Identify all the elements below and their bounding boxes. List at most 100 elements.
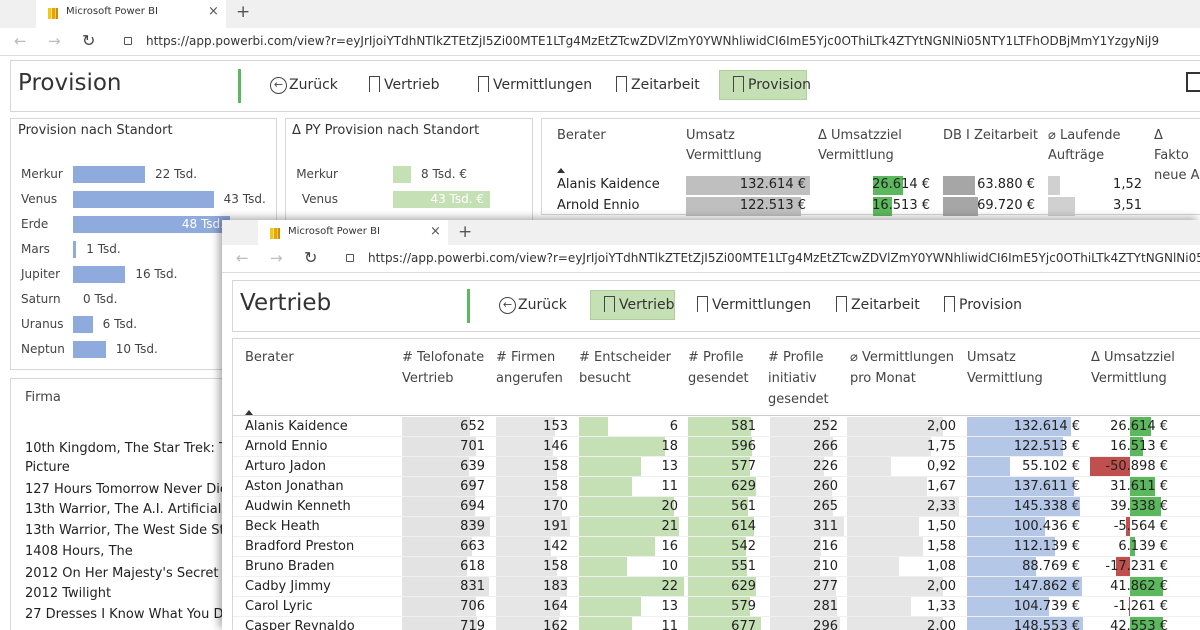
data-bar (847, 477, 928, 496)
reload-button[interactable]: ↻ (304, 248, 318, 267)
bookmark-icon (944, 296, 955, 312)
list-item[interactable]: 127 Hours Tomorrow Never Die (25, 482, 228, 497)
data-bar (402, 477, 476, 496)
cell: 311 (813, 519, 838, 534)
cell: 158 (543, 479, 568, 494)
cell: 55.102 € (1022, 459, 1080, 474)
bar (393, 191, 490, 208)
data-bar (688, 517, 755, 536)
reload-button[interactable]: ↻ (82, 31, 96, 50)
data-bar (770, 417, 830, 436)
forward-button[interactable]: → (48, 32, 61, 50)
url[interactable]: https://app.powerbi.com/view?r=eyJrIjoiY… (368, 251, 1200, 265)
data-bar (847, 517, 920, 536)
cell: Arnold Ennio (245, 439, 328, 454)
data-bar (686, 197, 801, 216)
value-label: 22 Tsd. (154, 167, 198, 181)
row-rule (233, 616, 1200, 617)
cell: 13 (661, 459, 678, 474)
back-icon: ← (499, 297, 516, 314)
column-header: Δ Fakto neue A (1154, 128, 1200, 183)
list-item[interactable]: Picture (25, 460, 70, 475)
cell: Beck Heath (245, 519, 320, 534)
tab-title: Microsoft Power BI (66, 6, 158, 17)
data-bar (1116, 557, 1130, 576)
cell: 69.720 € (977, 198, 1035, 213)
bookmark-icon (697, 296, 708, 312)
nav-button[interactable]: Provision (959, 297, 1023, 313)
cell: 16 (661, 539, 678, 554)
nav-button[interactable]: Vermittlungen (712, 297, 812, 313)
data-bar (688, 577, 756, 596)
nav-button[interactable]: Zeitarbeit (851, 297, 920, 313)
data-bar (402, 597, 477, 616)
cell: 1,58 (927, 539, 956, 554)
row-rule (233, 576, 1200, 577)
panel-title: Δ PY Provision nach Standort (292, 123, 480, 138)
column-header: Δ Umsatzziel Vermittlung (1091, 350, 1175, 386)
data-bar (967, 557, 1037, 576)
bar (73, 341, 106, 358)
data-bar (1130, 577, 1163, 596)
cell: 158 (543, 559, 568, 574)
list-item[interactable]: 27 Dresses I Know What You Di (25, 607, 228, 622)
url[interactable]: https://app.powerbi.com/view?r=eyJrIjoiY… (146, 34, 1160, 48)
nav-button[interactable]: Vertrieb (619, 297, 675, 313)
data-bar (1130, 477, 1155, 496)
data-bar (967, 537, 1055, 556)
data-bar (688, 537, 747, 556)
cell: 2,00 (927, 579, 956, 594)
nav-button[interactable]: Provision (748, 77, 812, 93)
new-tab[interactable]: + (236, 2, 251, 22)
tab[interactable]: Microsoft Power BI × (36, 0, 226, 28)
data-bar (402, 457, 470, 476)
back-button[interactable]: ← (236, 249, 249, 267)
nav-button[interactable]: Vermittlungen (493, 77, 593, 93)
row-rule (233, 436, 1200, 437)
lock-icon (346, 254, 354, 262)
data-bar (873, 197, 892, 216)
back-button[interactable]: ← (14, 32, 27, 50)
cell: 551 (731, 559, 756, 574)
cell: 701 (460, 439, 485, 454)
data-bar (847, 417, 944, 436)
cell: 112.139 € (1013, 539, 1080, 554)
list-item[interactable]: 2012 On Her Majesty's Secret S (25, 566, 231, 581)
cell: Alanis Kaidence (557, 177, 660, 192)
data-bar (496, 577, 567, 596)
list-item[interactable]: 2012 Twilight (25, 586, 112, 601)
data-bar (579, 617, 632, 630)
tab[interactable]: Microsoft Power BI × (258, 220, 448, 245)
data-bar (943, 197, 978, 216)
cell: Aston Jonathan (245, 479, 344, 494)
cell: 652 (460, 419, 485, 434)
list-item[interactable]: 10th Kingdom, The Star Trek: Th (25, 441, 236, 456)
data-bar (847, 617, 944, 630)
cell: 2,00 (927, 419, 956, 434)
data-bar (496, 457, 558, 476)
cell: 719 (460, 619, 485, 630)
cell: 210 (813, 559, 838, 574)
data-bar (967, 437, 1063, 456)
cell: 22 (661, 579, 678, 594)
cell: 21 (661, 519, 678, 534)
cell: 706 (460, 599, 485, 614)
data-bar (1130, 537, 1135, 556)
nav-button[interactable]: Zurück (518, 297, 567, 313)
nav-button[interactable]: Zeitarbeit (631, 77, 700, 93)
forward-button[interactable]: → (270, 249, 283, 267)
list-item[interactable]: 1408 Hours, The (25, 544, 133, 559)
row-rule (233, 596, 1200, 597)
new-tab[interactable]: + (458, 222, 473, 242)
nav-button[interactable]: Vertrieb (384, 77, 440, 93)
cell: 639 (460, 459, 485, 474)
list-item[interactable]: 13th Warrior, The A.I. Artificial (25, 502, 222, 517)
data-bar (579, 497, 675, 516)
nav-button[interactable]: Zurück (289, 77, 338, 93)
list-item[interactable]: 13th Warrior, The West Side Sto (25, 523, 233, 538)
cell: 6.139 € (1118, 539, 1168, 554)
cell: 694 (460, 499, 485, 514)
cell: Audwin Kenneth (245, 499, 351, 514)
data-bar (496, 437, 553, 456)
cell: 2,33 (927, 499, 956, 514)
